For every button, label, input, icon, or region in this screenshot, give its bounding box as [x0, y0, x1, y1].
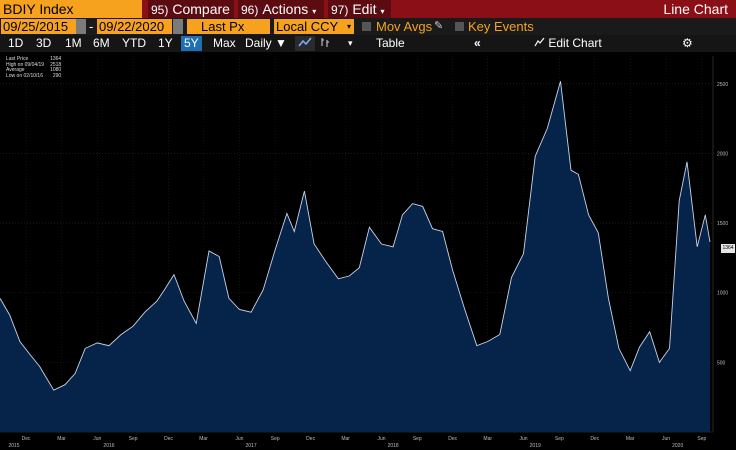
chevron-down-icon[interactable]: ▾ — [348, 38, 353, 48]
x-year-label: 2017 — [246, 443, 257, 449]
edit-number: 97) — [331, 3, 349, 17]
edit-chart-icon — [534, 37, 545, 47]
x-year-label: 2016 — [103, 443, 114, 449]
y-tick-label: 1000 — [717, 291, 728, 297]
x-tick-label: Sep — [697, 436, 706, 442]
chart-legend: Last Price 1364 High on 09/04/19 2518 Aver… — [6, 56, 62, 80]
frequency-label: Daily — [245, 36, 272, 50]
x-tick-label: Sep — [129, 436, 138, 442]
compare-label: Compare — [172, 1, 230, 17]
y-tick-label: 500 — [717, 360, 726, 366]
period-6m[interactable]: 6M — [93, 36, 110, 50]
field-selector[interactable]: Last Px — [187, 19, 270, 34]
period-1y[interactable]: 1Y — [158, 36, 173, 50]
period-3d[interactable]: 3D — [36, 36, 52, 50]
x-tick-label: Jun — [93, 436, 101, 442]
legend-last-price-label: Last Price — [6, 56, 29, 62]
x-tick-label: Dec — [306, 436, 315, 442]
period-1d[interactable]: 1D — [8, 36, 24, 50]
legend-average-value: 1080 — [50, 67, 62, 74]
y-tick-label: 1500 — [717, 221, 728, 227]
actions-dropdown-icon: ▾ — [312, 7, 317, 16]
actions-label: Actions — [262, 1, 309, 17]
legend-high-label: High on 09/04/19 — [6, 61, 45, 68]
end-date-field[interactable]: 09/22/2020 — [97, 19, 172, 34]
legend-average: Average 1080 — [6, 68, 61, 74]
window-title: Line Chart — [663, 1, 728, 17]
double-chevron-left-icon[interactable]: « — [474, 36, 481, 50]
legend-last-price-value: 1364 — [50, 56, 62, 62]
last-value-label: 1364 — [721, 244, 735, 253]
bar-chart-icon[interactable] — [318, 36, 332, 51]
legend-high: High on 09/04/19 2518 — [6, 61, 62, 69]
x-tick-label: Mar — [341, 436, 350, 442]
x-tick-label: Sep — [555, 436, 564, 442]
price-line — [0, 81, 711, 391]
start-date-field[interactable]: 09/25/2015 — [1, 19, 76, 34]
parameter-toolbar: 09/25/2015 - 09/22/2020 Last Px Local CC… — [0, 18, 736, 35]
y-tick-label: 2500 — [717, 82, 728, 88]
price-area — [0, 81, 710, 433]
legend-average-label: Average — [6, 67, 25, 74]
price-chart[interactable]: 500 1000 1500 2000 2500 Dec Mar Jun Sep Dec Mar Jun… — [0, 52, 736, 450]
period-1m[interactable]: 1M — [65, 36, 82, 50]
mov-avgs-label[interactable]: Mov Avgs — [376, 19, 433, 34]
frequency-selector[interactable]: Daily ▼ — [245, 36, 287, 50]
currency-selector[interactable]: Local CCY — [274, 19, 344, 34]
x-year-label: 2020 — [672, 443, 683, 449]
legend-low-label: Low on 02/10/16 — [6, 72, 43, 79]
date-separator: - — [89, 19, 94, 34]
period-5y[interactable]: 5Y — [181, 36, 202, 51]
line-chart-icon[interactable] — [295, 36, 315, 51]
x-tick-label: Mar — [57, 436, 66, 442]
x-tick-label: Dec — [448, 436, 457, 442]
top-toolbar: BDIY Index 95) Compare 96) Actions ▾ 97) Edi… — [0, 0, 736, 18]
mov-avgs-checkbox[interactable] — [362, 22, 371, 31]
x-tick-label: Dec — [164, 436, 173, 442]
legend-last-price: Last Price 1364 — [6, 56, 62, 63]
y-tick-label: 2000 — [717, 151, 728, 157]
period-ytd[interactable]: YTD — [122, 36, 146, 50]
end-calendar-icon[interactable] — [173, 19, 183, 34]
period-max[interactable]: Max — [213, 36, 236, 50]
currency-dropdown-icon[interactable]: ▾ — [344, 19, 354, 34]
gear-icon[interactable]: ⚙ — [682, 36, 693, 50]
edit-chart-button[interactable]: Edit Chart — [534, 36, 602, 51]
x-tick-label: Mar — [199, 436, 208, 442]
x-tick-label: Jun — [235, 436, 243, 442]
x-tick-label: Jun — [520, 436, 528, 442]
ticker-field[interactable]: BDIY Index — [0, 0, 142, 18]
x-tick-label: Dec — [22, 436, 31, 442]
key-events-label[interactable]: Key Events — [468, 19, 534, 34]
compare-button[interactable]: 95) Compare — [148, 0, 234, 18]
key-events-checkbox[interactable] — [455, 22, 464, 31]
x-year-label: 2019 — [530, 443, 541, 449]
legend-low-value: 290 — [52, 72, 62, 79]
table-button[interactable]: Table — [376, 36, 405, 50]
legend-high-value: 2518 — [50, 61, 62, 68]
x-year-label: 2015 — [8, 443, 19, 449]
edit-dropdown-icon: ▾ — [380, 7, 385, 16]
x-tick-label: Mar — [483, 436, 492, 442]
x-tick-label: Mar — [626, 436, 635, 442]
mov-avgs-edit-icon[interactable]: ✎ — [434, 20, 444, 32]
x-year-label: 2018 — [388, 443, 399, 449]
legend-low: Low on 02/10/16 290 — [6, 72, 62, 80]
edit-button[interactable]: 97) Edit ▾ — [328, 0, 391, 18]
x-tick-label: Jun — [377, 436, 385, 442]
edit-chart-label: Edit Chart — [548, 36, 602, 50]
edit-label: Edit — [352, 1, 377, 17]
actions-button[interactable]: 96) Actions ▾ — [238, 0, 324, 18]
compare-number: 95) — [151, 3, 169, 17]
x-tick-label: Sep — [271, 436, 280, 442]
x-tick-label: Dec — [590, 436, 599, 442]
period-toolbar: 1D 3D 1M 6M YTD 1Y 5Y Max Daily ▼ ▾ Tabl… — [0, 35, 736, 52]
actions-number: 96) — [241, 3, 259, 17]
start-calendar-icon[interactable] — [76, 19, 86, 34]
x-tick-label: Sep — [413, 436, 422, 442]
x-tick-label: Jun — [662, 436, 670, 442]
